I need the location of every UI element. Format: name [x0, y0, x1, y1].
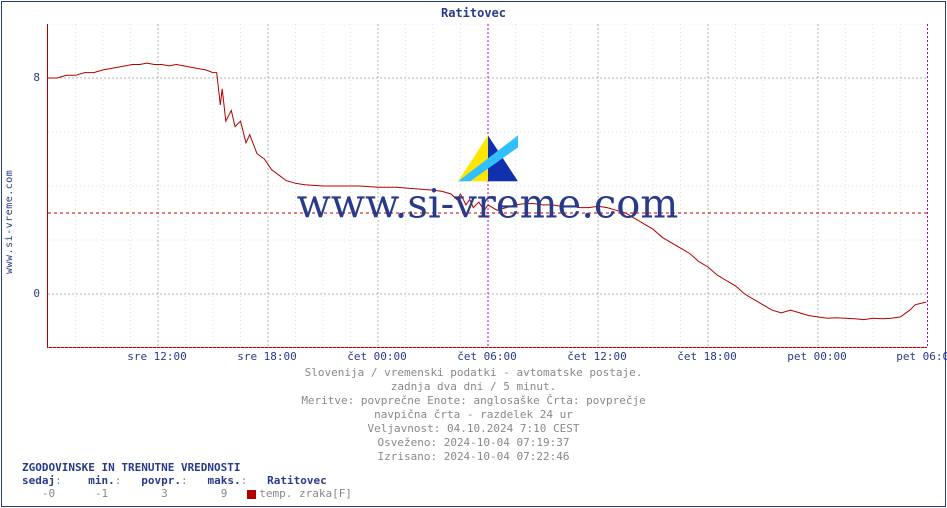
chart-title: Ratitovec: [2, 6, 945, 20]
y-tick-label: 8: [10, 71, 40, 84]
caption-line: Slovenija / vremenski podatki - avtomats…: [2, 366, 945, 380]
caption-block: Slovenija / vremenski podatki - avtomats…: [2, 366, 945, 464]
caption-line: Osveženo: 2024-10-04 07:19:37: [2, 436, 945, 450]
watermark-logo: [458, 135, 518, 181]
chart-frame: www.si-vreme.com Ratitovec www.si-vreme.…: [1, 1, 946, 507]
val-min: -1: [95, 487, 108, 500]
val-now: -0: [42, 487, 55, 500]
hdr-min: min.: [88, 474, 115, 487]
history-title: ZGODOVINSKE IN TRENUTNE VREDNOSTI: [22, 461, 352, 474]
x-tick-label: čet 18:00: [677, 350, 737, 363]
x-tick-label: čet 06:00: [457, 350, 517, 363]
plot-area: www.si-vreme.com: [47, 24, 927, 348]
legend-variable: temp. zraka[F]: [259, 487, 352, 500]
caption-line: zadnja dva dni / 5 minut.: [2, 380, 945, 394]
history-header-row: sedaj: min.: povpr.: maks.: Ratitovec: [22, 474, 352, 487]
x-tick-label: čet 00:00: [347, 350, 407, 363]
y-tick-label: 0: [10, 287, 40, 300]
x-tick-label: sre 12:00: [127, 350, 187, 363]
watermark-text: www.si-vreme.com: [297, 181, 679, 227]
legend-swatch: [247, 490, 256, 499]
caption-line: Veljavnost: 04.10.2024 7:10 CEST: [2, 422, 945, 436]
caption-line: navpična črta - razdelek 24 ur: [2, 408, 945, 422]
legend-series-name: Ratitovec: [267, 474, 327, 487]
x-tick-label: sre 18:00: [237, 350, 297, 363]
hdr-max: maks.: [208, 474, 241, 487]
x-tick-label: čet 12:00: [567, 350, 627, 363]
history-value-row: -0 -1 3 9 temp. zraka[F]: [22, 487, 352, 500]
caption-line: Meritve: povprečne Enote: anglosaške Črt…: [2, 394, 945, 408]
history-block: ZGODOVINSKE IN TRENUTNE VREDNOSTI sedaj:…: [22, 461, 352, 500]
x-tick-label: pet 00:00: [787, 350, 847, 363]
val-avg: 3: [161, 487, 168, 500]
hdr-avg: povpr.: [141, 474, 181, 487]
hdr-now: sedaj: [22, 474, 55, 487]
x-tick-label: pet 06:00: [896, 350, 947, 363]
